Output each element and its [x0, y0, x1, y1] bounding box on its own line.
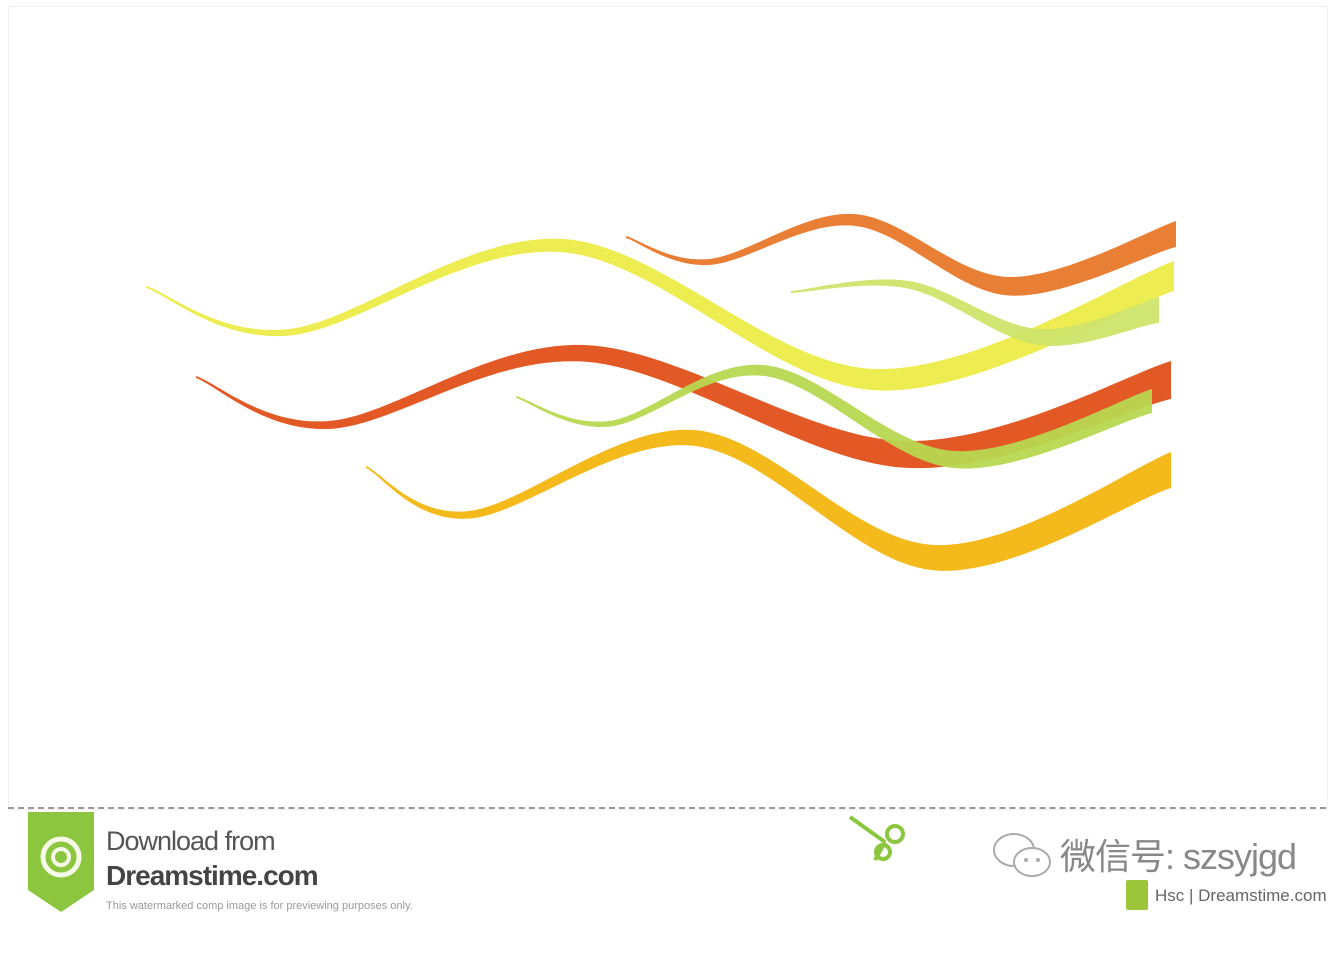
disclaimer-text: This watermarked comp image is for previ…	[106, 900, 413, 912]
artwork-canvas	[8, 6, 1328, 810]
red-orange-ribbon	[196, 344, 1171, 469]
orange-ribbon-top	[626, 213, 1176, 296]
dreamstime-small-logo-icon	[1126, 880, 1148, 910]
dreamstime-logo-icon	[28, 812, 94, 912]
perforation-divider	[8, 807, 1326, 813]
scissors-icon	[848, 815, 905, 861]
wechat-id-text: 微信号: szsyjgd	[1060, 836, 1297, 877]
watermark-footer: Download from Dreamstime.com This waterm…	[0, 812, 1341, 969]
wechat-icon	[993, 833, 1051, 877]
image-credit: Hsc | Dreamstime.com	[1155, 886, 1327, 905]
dreamstime-brand-text: Dreamstime.com	[106, 860, 319, 891]
light-yellow-ribbon	[146, 238, 1174, 391]
download-from-text: Download from	[106, 826, 276, 856]
light-green-ribbon	[791, 279, 1159, 346]
ribbons-illustration	[146, 213, 1176, 571]
